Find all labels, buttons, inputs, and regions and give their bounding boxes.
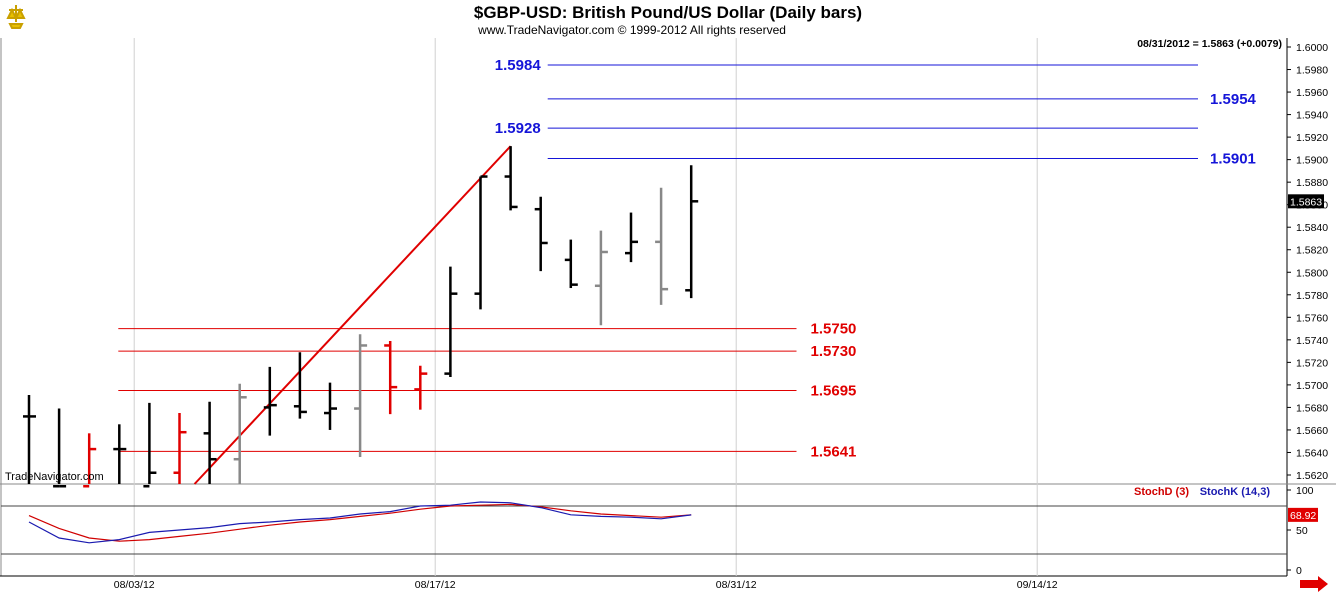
ohlc-bar-22 [685,165,699,299]
ohlc-bar-20 [625,212,638,263]
legend-stoch-d: StochD (3) [1134,486,1189,498]
y-tick-label-14: 1.5900 [1296,155,1328,167]
ohlc-bar-0 [23,395,36,484]
level-label-1: 1.5954 [1210,91,1257,108]
y-tick-label-11: 1.5840 [1296,222,1328,234]
ohlc-bar-7 [233,383,247,484]
ohlc-bar-1 [53,408,67,488]
level-label-4: 1.5750 [811,321,857,338]
stoch-tick-label-0: 0 [1296,565,1302,577]
stoch-lines [28,501,692,544]
y-tick-label-6: 1.5740 [1296,335,1328,347]
level-label-2: 1.5928 [495,120,541,137]
ohlc-bar-19 [594,230,608,326]
x-tick-label-1: 08/17/12 [415,579,456,591]
scroll-right-icon[interactable] [1300,576,1328,592]
ohlc-bar-8 [263,366,277,436]
last-price-badge-bg [1288,194,1324,209]
y-tick-label-18: 1.5980 [1296,65,1328,77]
legend-stoch-k: StochK (14,3) [1200,486,1271,498]
y-tick-label-10: 1.5820 [1296,245,1328,257]
trend-line [193,145,512,485]
level-label-7: 1.5641 [811,443,857,460]
x-axis: 08/03/12 08/17/12 08/31/12 09/14/12 [114,579,1058,591]
y-axis: 1.5620 1.5640 1.5660 1.5680 1.5700 1.5720 1.57… [1287,42,1328,482]
ohlc-bar-21 [655,187,669,305]
y-tick-label-4: 1.5700 [1296,380,1328,392]
y-tick-label-7: 1.5760 [1296,312,1328,324]
y-tick-label-15: 1.5920 [1296,132,1328,144]
y-tick-label-19: 1.6000 [1296,42,1328,54]
y-tick-label-1: 1.5640 [1296,447,1328,459]
ohlc-bar-18 [564,239,578,289]
ohlc-bar-16 [504,146,518,211]
ohlc-bar-3 [113,424,127,484]
level-label-5: 1.5730 [811,343,857,360]
last-price-badge-text: 1.5863 [1290,196,1322,208]
y-tick-label-3: 1.5680 [1296,402,1328,414]
price-levels: 1.5984 1.5954 1.5928 1.5901 1.5750 1.5730 1.56… [118,57,1257,460]
last-price-badge: 1.5863 [1288,194,1324,209]
last-price-info: 08/31/2012 = 1.5863 (+0.0079) [1137,38,1282,50]
trend-line-segment [193,145,512,485]
y-tick-label-8: 1.5780 [1296,290,1328,302]
level-label-0: 1.5984 [495,57,542,74]
ohlc-bar-13 [414,365,428,410]
ohlc-bars [23,146,699,488]
x-tick-label-2: 08/31/12 [716,579,757,591]
x-tick-label-3: 09/14/12 [1017,579,1058,591]
y-tick-label-16: 1.5940 [1296,110,1328,122]
stoch-last-badge: 68.92 [1288,507,1318,522]
y-tick-label-17: 1.5960 [1296,87,1328,99]
ohlc-bar-2 [83,433,97,488]
stoch-series-1 [28,501,692,544]
level-label-6: 1.5695 [811,383,857,400]
x-tick-label-0: 08/03/12 [114,579,155,591]
ohlc-bar-14 [444,266,458,378]
ohlc-bar-10 [324,382,337,430]
stoch-tick-label-1: 50 [1296,525,1308,537]
ohlc-bar-5 [173,413,187,484]
ohlc-bar-4 [143,402,157,488]
ohlc-bar-17 [534,196,548,272]
ohlc-bar-11 [354,334,368,457]
level-label-3: 1.5901 [1210,151,1256,168]
app-logo-icon[interactable] [4,3,28,31]
stoch-tick-label-2: 100 [1296,485,1314,497]
stoch-series-0 [28,503,692,542]
y-tick-label-13: 1.5880 [1296,177,1328,189]
stoch-badge-text: 68.92 [1290,510,1316,522]
ohlc-bar-15 [474,175,488,310]
chart-title: $GBP-USD: British Pound/US Dollar (Daily… [474,3,862,22]
stochastic-panel: 0 50 100 StochD (3) StochK (14,3) 68.92 [1,485,1318,577]
watermark: TradeNavigator.com [5,471,104,483]
ohlc-bar-6 [203,401,217,484]
price-panel: 1.5620 1.5640 1.5660 1.5680 1.5700 1.5720 1.57… [0,38,1336,577]
x-grid [133,38,1038,576]
chart-copyright: www.TradeNavigator.com © 1999-2012 All r… [477,23,786,37]
y-tick-label-9: 1.5800 [1296,267,1328,279]
ohlc-bar-9 [293,352,307,419]
stoch-badge-bg [1288,507,1318,522]
y-tick-label-0: 1.5620 [1296,470,1328,482]
y-tick-label-2: 1.5660 [1296,425,1328,437]
ohlc-bar-12 [384,340,398,415]
y-tick-label-5: 1.5720 [1296,357,1328,369]
stoch-axis: 0 50 100 [1,485,1314,577]
